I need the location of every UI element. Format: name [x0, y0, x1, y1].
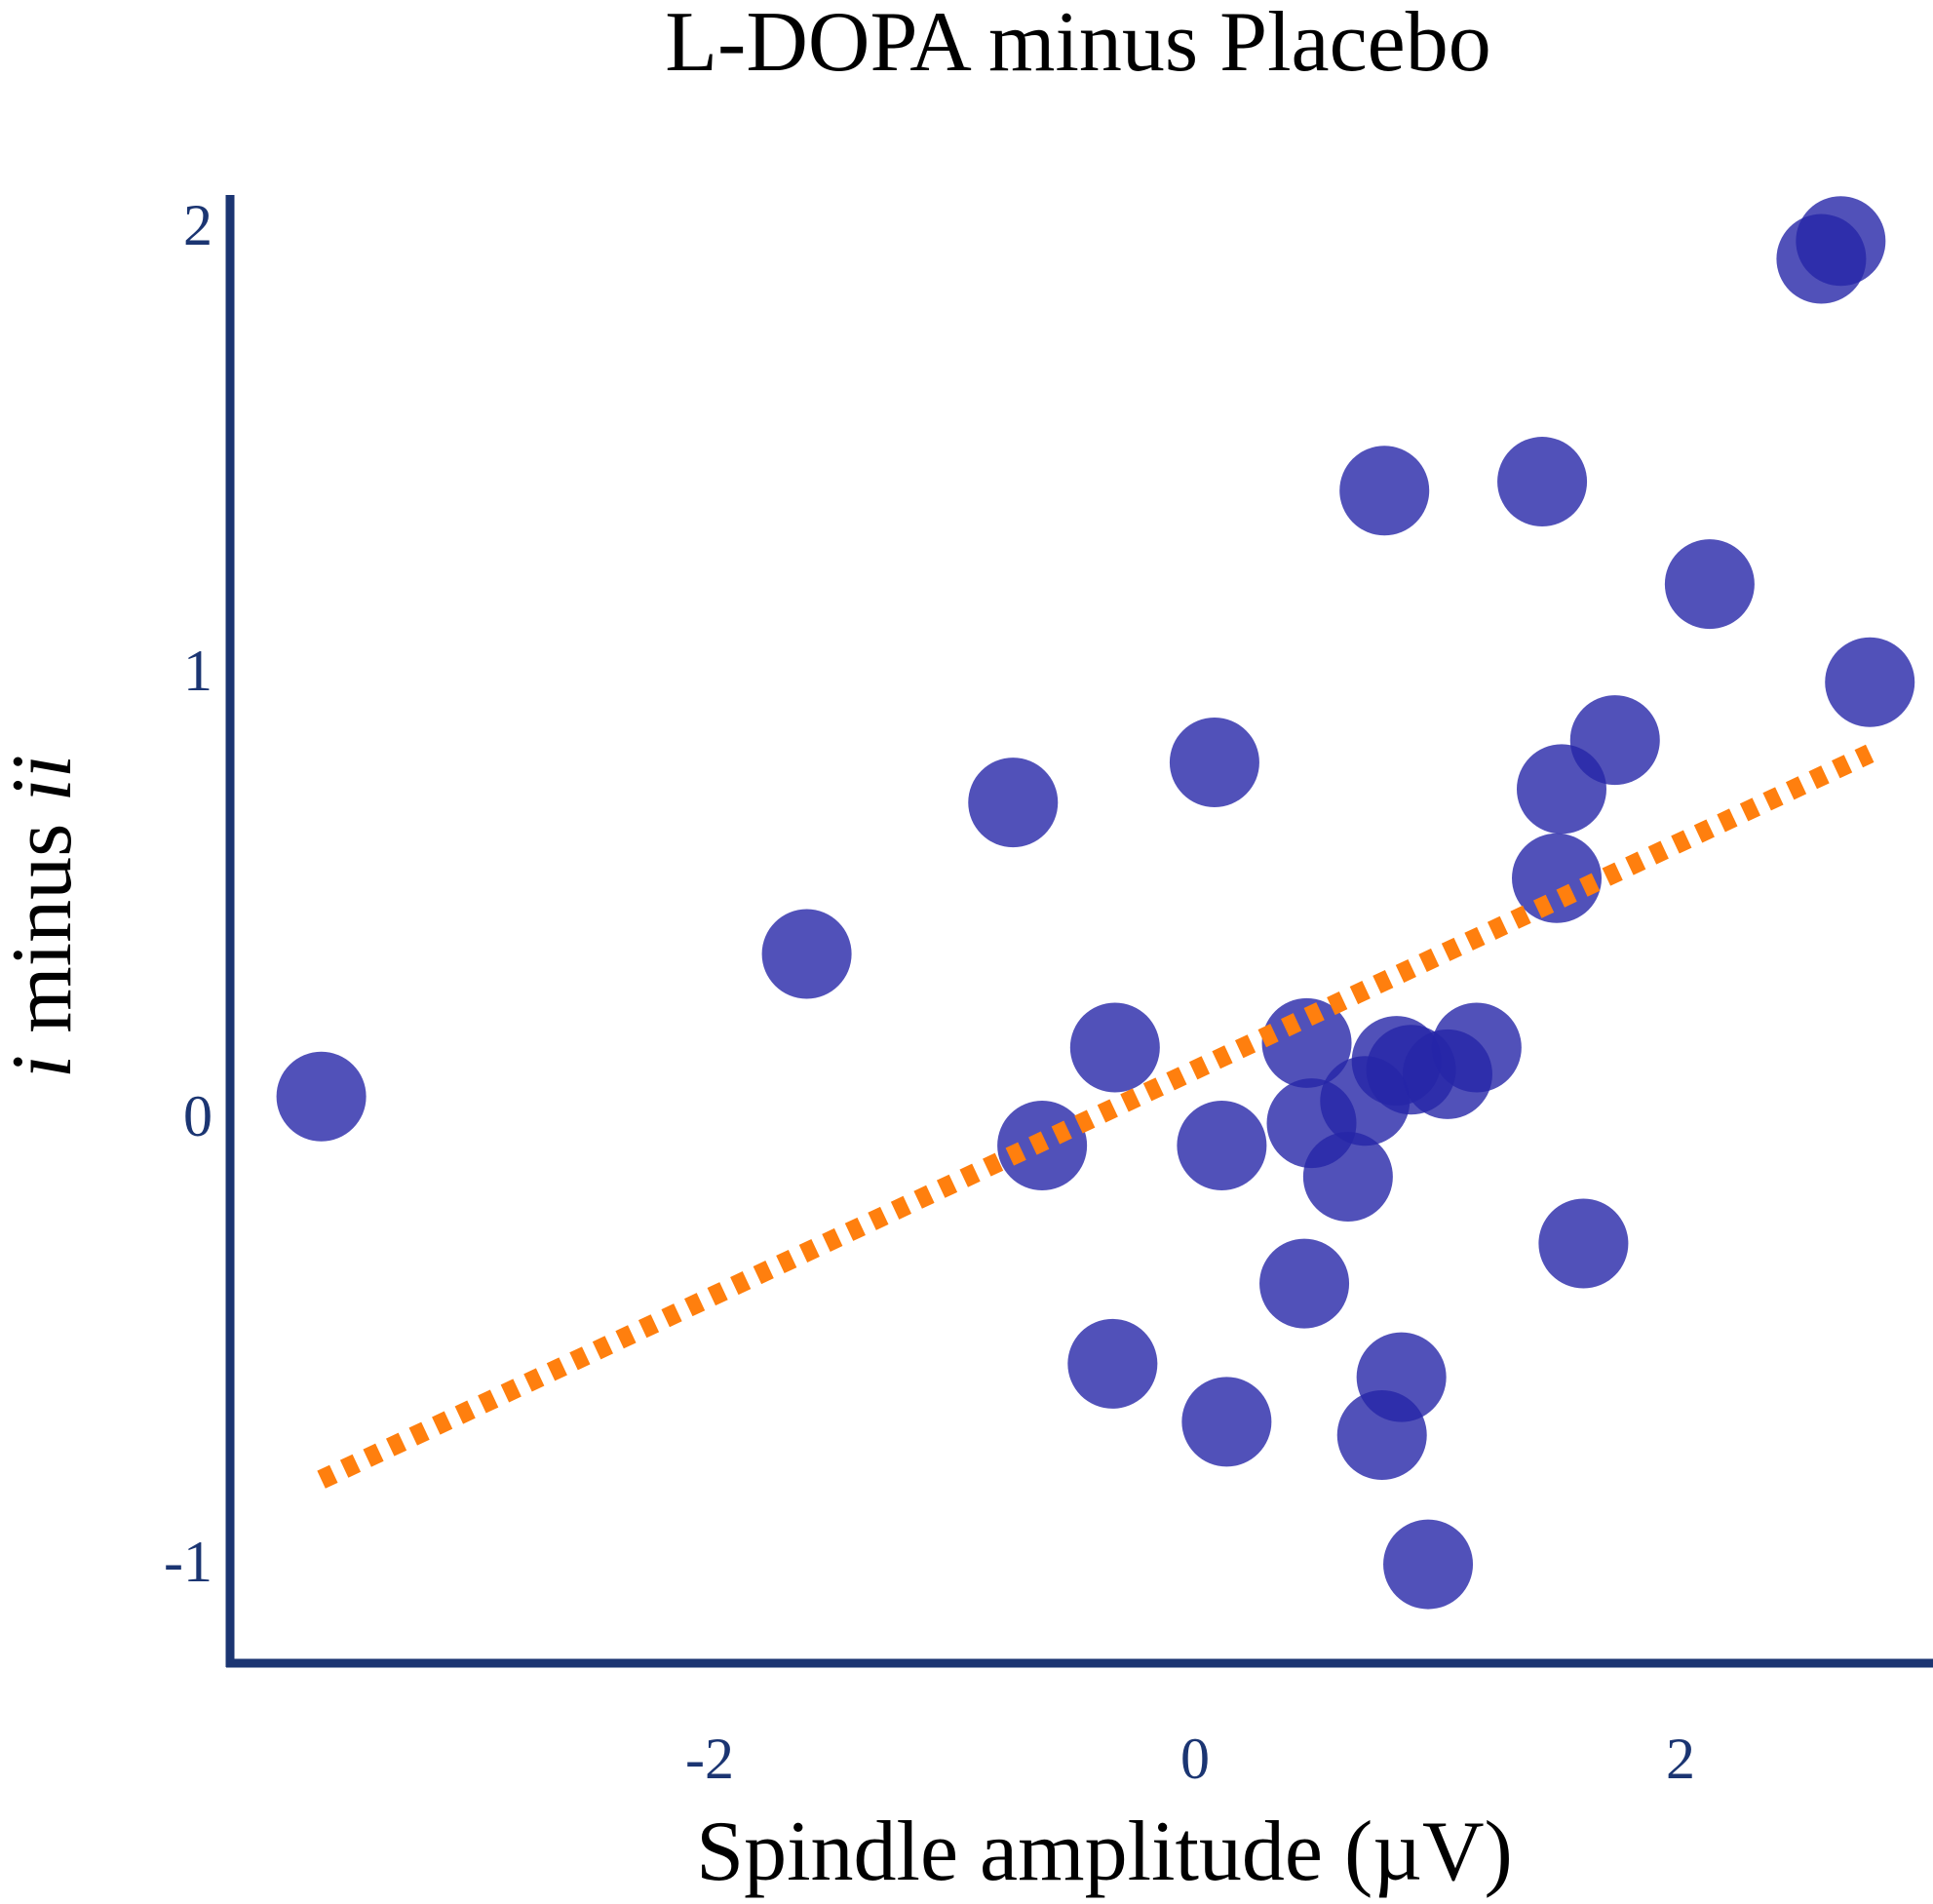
data-point — [761, 909, 852, 999]
data-point — [1181, 1377, 1272, 1467]
y-tick-labels: -1 0 1 2 — [164, 193, 213, 1594]
data-point — [1431, 1002, 1522, 1093]
y-tick-label: 1 — [183, 639, 213, 703]
data-point — [1664, 539, 1755, 630]
data-point — [1825, 637, 1915, 727]
data-point — [276, 1051, 367, 1142]
x-tick-labels: -2 0 2 — [685, 1727, 1695, 1791]
chart-title: L-DOPA minus Placebo — [665, 0, 1490, 90]
data-point — [1569, 695, 1660, 786]
data-point — [1169, 717, 1259, 807]
y-tick-label: 0 — [183, 1084, 213, 1148]
data-point — [1383, 1519, 1474, 1610]
x-axis-label: Spindle amplitude (µV) — [696, 1805, 1513, 1899]
data-point — [1177, 1100, 1267, 1190]
data-point — [968, 758, 1059, 848]
data-point — [1067, 1318, 1158, 1409]
data-point — [1302, 1131, 1393, 1222]
y-axis-label-middle: minus — [0, 802, 90, 1055]
data-point — [1069, 1002, 1160, 1093]
x-tick-label: 0 — [1180, 1727, 1210, 1791]
data-point — [1336, 1390, 1427, 1481]
trendline — [317, 744, 1875, 1489]
y-axis-label-italic-prefix: i — [0, 1055, 90, 1078]
data-point — [1259, 1238, 1350, 1329]
data-point — [1538, 1198, 1629, 1289]
points-layer — [276, 196, 1915, 1610]
data-point — [1796, 196, 1886, 287]
y-axis-label-italic-suffix: ii — [0, 755, 90, 802]
y-axis-label: i minus ii — [0, 755, 90, 1079]
x-tick-label: 2 — [1666, 1727, 1695, 1791]
y-tick-label: -1 — [164, 1530, 213, 1594]
y-tick-label: 2 — [183, 193, 213, 257]
data-point — [1497, 437, 1588, 527]
data-point — [1339, 446, 1430, 536]
x-tick-label: -2 — [685, 1727, 734, 1791]
